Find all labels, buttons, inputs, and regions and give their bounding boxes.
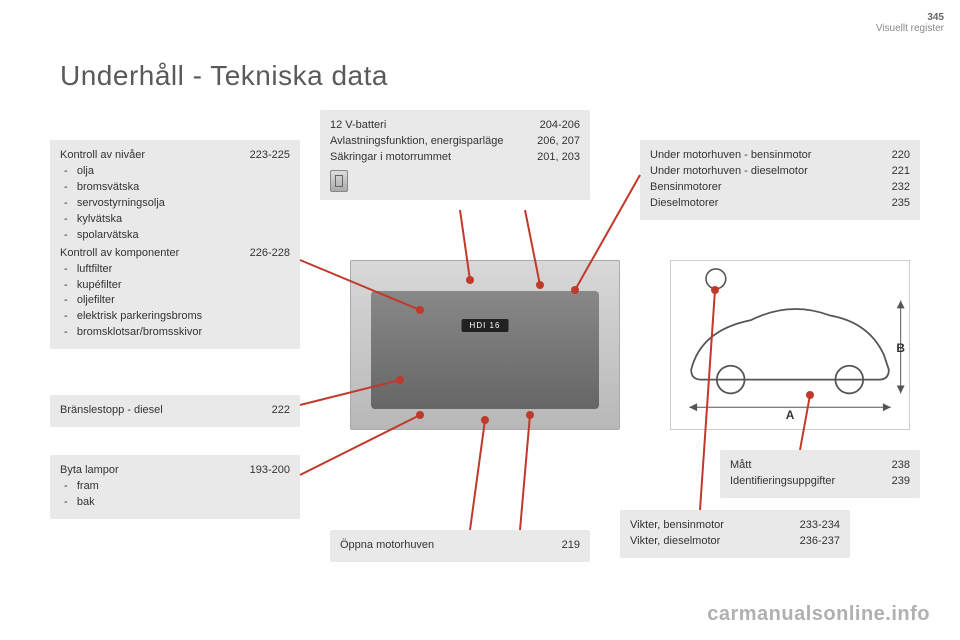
uh-petrol-label: Under motorhuven - bensinmotor <box>650 148 811 164</box>
uh-dieseleng-pages: 235 <box>892 196 910 212</box>
list-item: bak <box>60 495 290 511</box>
bulbs-list: fram bak <box>60 479 290 511</box>
uh-dieseleng-label: Dieselmotorer <box>650 196 718 212</box>
box-fuelstop: Bränslestopp - diesel 222 <box>50 395 300 427</box>
list-item: servostyrningsolja <box>60 196 290 212</box>
w-diesel-label: Vikter, dieselmotor <box>630 534 720 550</box>
levels-pages: 223-225 <box>250 148 290 164</box>
uh-petrol-pages: 220 <box>892 148 910 164</box>
box-bonnet: Öppna motorhuven 219 <box>330 530 590 562</box>
fuelstop-pages: 222 <box>272 403 290 419</box>
engine-bay-image: HDI 16 <box>350 260 620 430</box>
page-header: 345 Visuellt register <box>876 12 944 34</box>
box-dims: Mått 238 Identifieringsuppgifter 239 <box>720 450 920 498</box>
section-name: Visuellt register <box>876 23 944 34</box>
battery-label: 12 V-batteri <box>330 118 386 134</box>
list-item: fram <box>60 479 290 495</box>
dims-label: Mått <box>730 458 751 474</box>
car-dimension-figure: A B <box>670 260 910 430</box>
list-item: kupéfilter <box>60 278 290 294</box>
page-title: Underhåll - Tekniska data <box>60 60 388 92</box>
bulbs-label: Byta lampor <box>60 463 119 479</box>
bonnet-pages: 219 <box>562 538 580 554</box>
energysave-label: Avlastningsfunktion, energisparläge <box>330 134 503 150</box>
fuse-icon <box>330 170 348 192</box>
levels-list: olja bromsvätska servostyrningsolja kylv… <box>60 164 290 244</box>
list-item: bromsvätska <box>60 180 290 196</box>
w-diesel-pages: 236-237 <box>800 534 840 550</box>
watermark: carmanualsonline.info <box>707 603 930 626</box>
uh-diesel-label: Under motorhuven - dieselmotor <box>650 164 808 180</box>
uh-petroleng-pages: 232 <box>892 180 910 196</box>
list-item: oljefilter <box>60 293 290 309</box>
w-petrol-label: Vikter, bensinmotor <box>630 518 724 534</box>
w-petrol-pages: 233-234 <box>800 518 840 534</box>
box-underhood: Under motorhuven - bensinmotor 220 Under … <box>640 140 920 220</box>
components-pages: 226-228 <box>250 246 290 262</box>
fuses-pages: 201, 203 <box>537 150 580 166</box>
battery-pages: 204-206 <box>540 118 580 134</box>
list-item: olja <box>60 164 290 180</box>
bulbs-pages: 193-200 <box>250 463 290 479</box>
uh-petroleng-label: Bensinmotorer <box>650 180 722 196</box>
page-number: 345 <box>876 12 944 23</box>
list-item: elektrisk parkeringsbroms <box>60 309 290 325</box>
box-weights: Vikter, bensinmotor 233-234 Vikter, diese… <box>620 510 850 558</box>
id-label: Identifieringsuppgifter <box>730 474 835 490</box>
box-battery: 12 V-batteri 204-206 Avlastningsfunktion… <box>320 110 590 200</box>
dimB-label: B <box>896 341 905 355</box>
box-levels: Kontroll av nivåer 223-225 olja bromsvät… <box>50 140 300 349</box>
bonnet-label: Öppna motorhuven <box>340 538 434 554</box>
components-list: luftfilter kupéfilter oljefilter elektri… <box>60 262 290 342</box>
fuelstop-label: Bränslestopp - diesel <box>60 403 163 419</box>
box-bulbs: Byta lampor 193-200 fram bak <box>50 455 300 519</box>
list-item: bromsklotsar/bromsskivor <box>60 325 290 341</box>
list-item: luftfilter <box>60 262 290 278</box>
uh-diesel-pages: 221 <box>892 164 910 180</box>
list-item: spolarvätska <box>60 228 290 244</box>
dimA-label: A <box>786 408 795 422</box>
components-heading: Kontroll av komponenter <box>60 246 179 262</box>
fuses-label: Säkringar i motorrummet <box>330 150 451 166</box>
dims-pages: 238 <box>892 458 910 474</box>
energysave-pages: 206, 207 <box>537 134 580 150</box>
list-item: kylvätska <box>60 212 290 228</box>
engine-badge: HDI 16 <box>462 319 509 332</box>
id-pages: 239 <box>892 474 910 490</box>
levels-heading: Kontroll av nivåer <box>60 148 145 164</box>
